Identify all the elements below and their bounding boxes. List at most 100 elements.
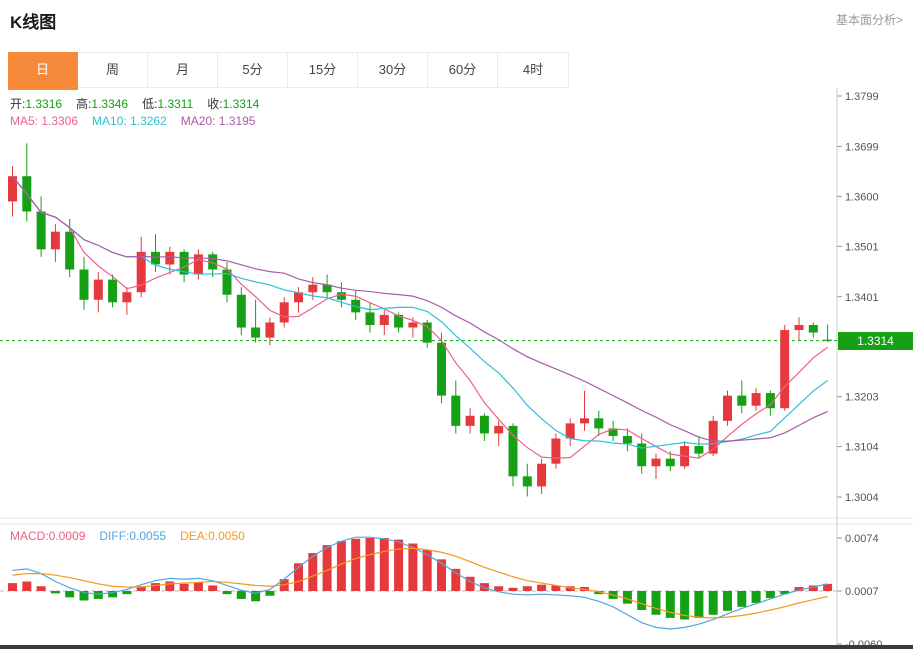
macd-bar [794, 587, 804, 591]
candle [336, 292, 346, 300]
candle [723, 395, 732, 421]
fundamental-analysis-link[interactable]: 基本面分析> [835, 13, 903, 27]
candle [279, 302, 289, 323]
period-tabs: 日周月 5分 15分 30分 60分 4时 [8, 52, 569, 90]
candle [365, 312, 375, 325]
candle [694, 446, 704, 454]
macd-bar [22, 581, 32, 591]
macd-axis-label: 0.0074 [845, 533, 879, 545]
candle [594, 418, 604, 429]
candle [580, 418, 589, 424]
candle [522, 476, 532, 487]
candle [308, 284, 318, 293]
macd-bar [36, 586, 46, 591]
candle [451, 395, 461, 426]
ma20-line [12, 175, 828, 442]
macd-bar [451, 568, 461, 591]
candle [823, 339, 833, 341]
macd-bar [365, 538, 375, 591]
tab-15min[interactable]: 15分 [288, 53, 358, 87]
macd-bar [651, 591, 661, 615]
tab-5min[interactable]: 5分 [218, 53, 288, 87]
macd-bar [665, 591, 675, 618]
macd-bar [108, 591, 118, 598]
candle [422, 322, 432, 343]
macd-bar [708, 591, 718, 615]
candle [379, 314, 389, 325]
candle [737, 395, 747, 406]
macd-bar [322, 545, 332, 591]
candle [8, 176, 17, 202]
macd-bar [508, 587, 518, 591]
price-axis-label: 1.3104 [845, 442, 879, 454]
macd-bar [723, 591, 732, 611]
candle [108, 279, 118, 303]
candle [465, 415, 475, 426]
candle [79, 269, 89, 300]
dea-line [12, 547, 828, 619]
candle [222, 269, 232, 295]
macd-bar [594, 591, 604, 595]
candle [608, 428, 618, 436]
macd-bar [79, 591, 89, 601]
macd-bar [551, 585, 561, 591]
macd-bar [308, 553, 318, 591]
page-title: K线图 [10, 13, 57, 32]
macd-bar [823, 583, 833, 591]
macd-bar [122, 591, 132, 595]
macd-bar [479, 583, 489, 591]
candle [565, 423, 575, 439]
candle [136, 251, 146, 293]
price-axis-label: 1.3799 [845, 91, 879, 103]
candle [537, 463, 547, 487]
candle [437, 342, 446, 396]
candle [193, 254, 203, 275]
candle [651, 458, 661, 467]
macd-bar [379, 538, 389, 591]
macd-bar [8, 583, 17, 591]
tab-60min[interactable]: 60分 [428, 53, 498, 87]
tab-30min[interactable]: 30分 [358, 53, 428, 87]
macd-bar [637, 591, 647, 610]
candle [408, 322, 418, 328]
candle [93, 279, 103, 300]
candle [479, 415, 489, 434]
page-header: K线图 基本面分析> [0, 0, 913, 52]
macd-bar [136, 586, 146, 591]
candle [808, 324, 818, 333]
price-axis-label: 1.3004 [845, 492, 879, 504]
candle [708, 420, 718, 454]
price-axis-label: 1.3699 [845, 141, 879, 153]
candle [236, 294, 246, 328]
price-axis-label: 1.3600 [845, 191, 879, 203]
macd-bar [222, 591, 232, 595]
candle [251, 327, 261, 338]
candle [322, 284, 332, 293]
tab-day[interactable]: 日 [8, 52, 78, 90]
candle [637, 443, 647, 467]
macd-bar [408, 543, 418, 591]
tab-4hour[interactable]: 4时 [498, 53, 568, 87]
tab-week[interactable]: 周 [78, 53, 148, 87]
tab-month[interactable]: 月 [148, 53, 218, 87]
macd-bar [179, 583, 189, 591]
macd-bar [93, 591, 103, 599]
macd-bar [251, 591, 261, 602]
candle [294, 292, 303, 303]
macd-bar [737, 591, 747, 607]
candle [179, 251, 189, 275]
chart-area: 1.3799 1.3699 1.3600 1.3501 1.3401 1.3203 1.31… [0, 88, 913, 649]
price-axis-label: 1.3203 [845, 392, 879, 404]
candle [794, 324, 804, 331]
candle [394, 314, 404, 328]
macd-bar [265, 591, 275, 596]
candle [751, 393, 761, 406]
macd-bar [680, 591, 690, 620]
macd-bar [165, 581, 175, 591]
macd-bar [465, 576, 475, 591]
candle [665, 458, 675, 467]
macd-bar [236, 591, 246, 599]
macd-bar [50, 591, 60, 594]
candle [265, 322, 275, 338]
candle [508, 425, 518, 477]
